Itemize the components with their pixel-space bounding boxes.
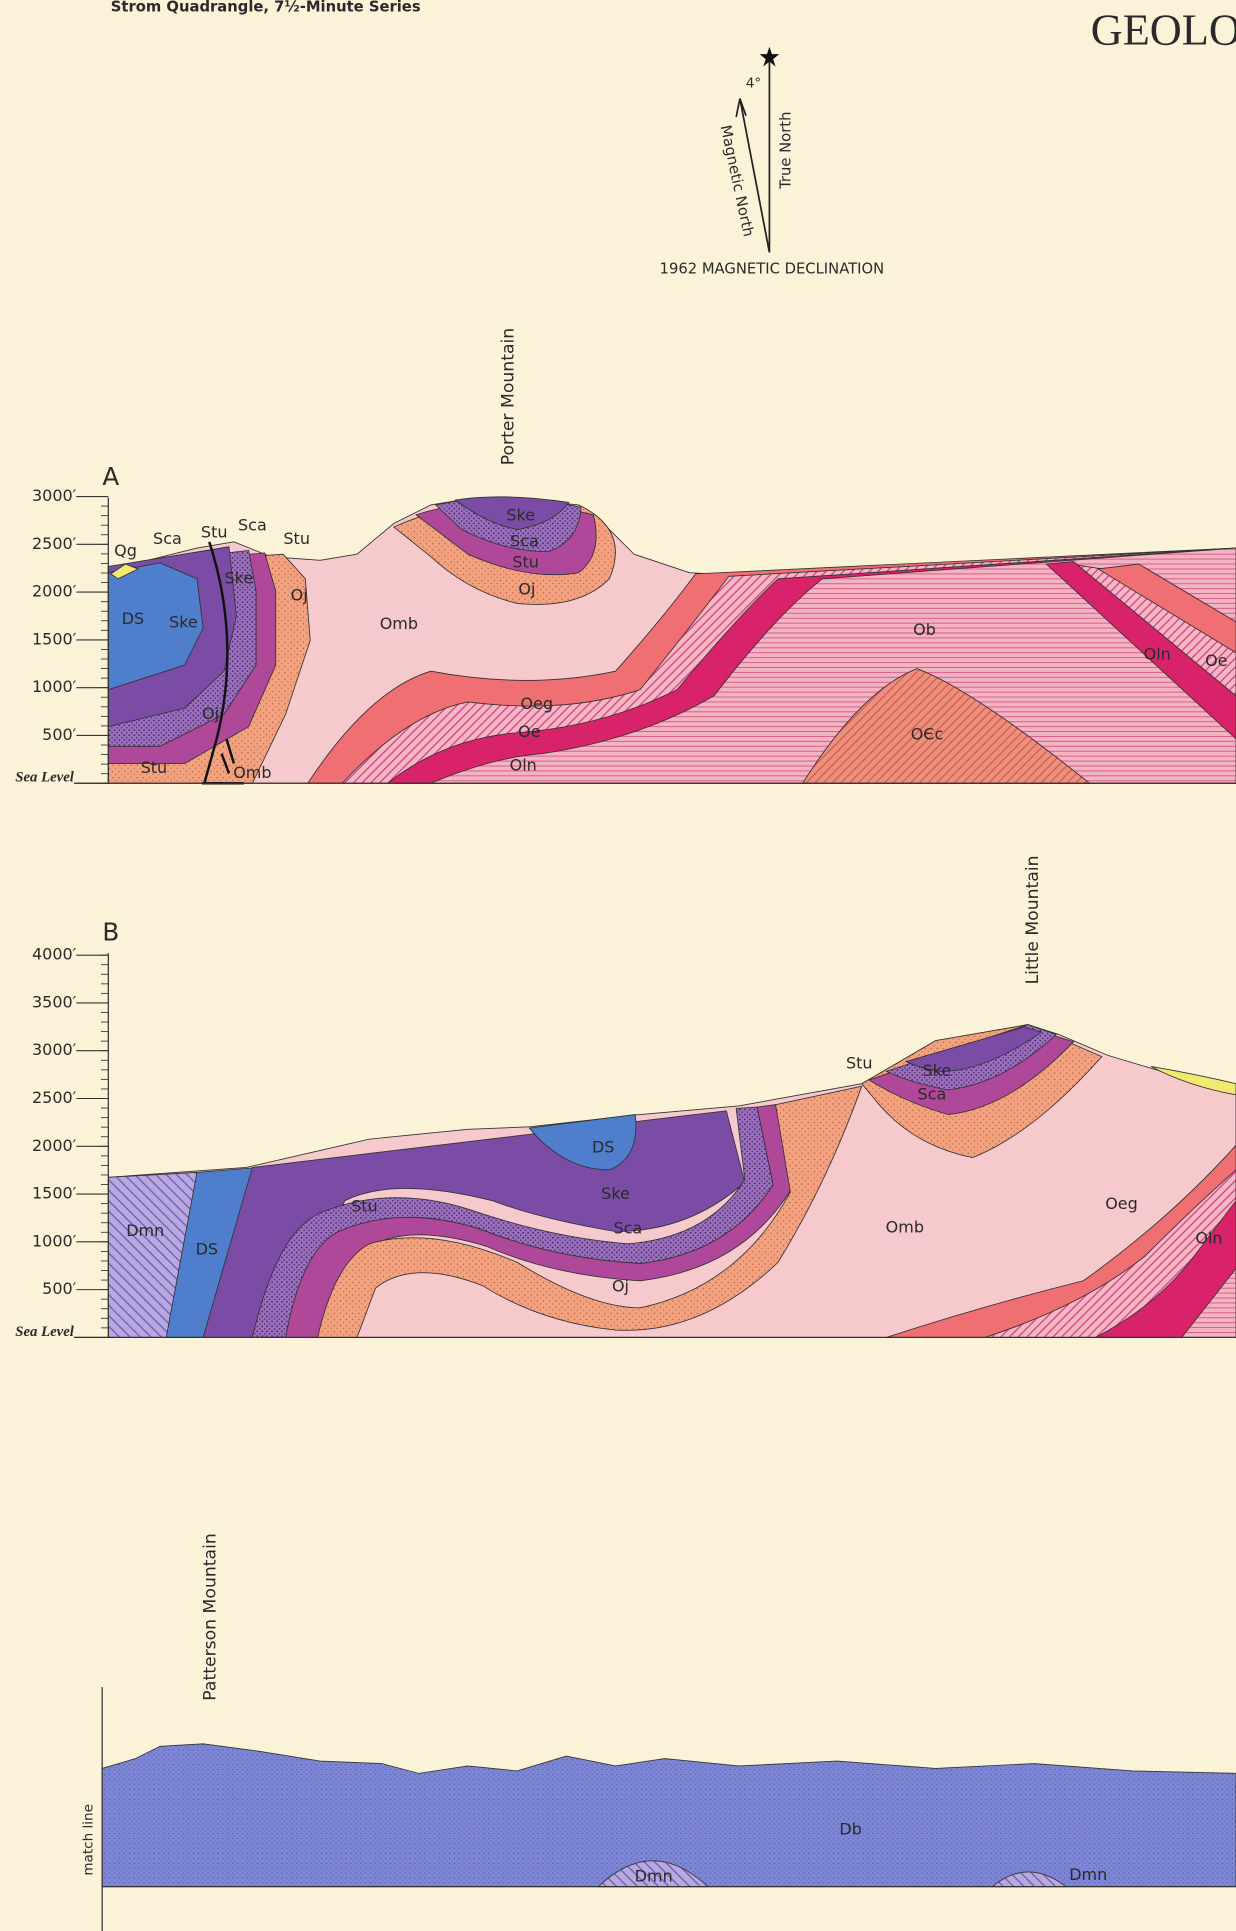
elevation-label: 2000′ (32, 582, 77, 601)
declination-angle: 4° (746, 76, 761, 92)
unit-label: DS (196, 1239, 218, 1258)
unit-label: Dmn (1069, 1865, 1107, 1884)
unit-label: Omb (233, 763, 271, 782)
unit-label: Stu (201, 523, 228, 542)
unit-label: Oj (202, 704, 219, 723)
unit-label: Ske (922, 1061, 951, 1080)
elevation-label: 3000′ (32, 486, 77, 505)
unit-label: Sca (918, 1084, 947, 1103)
unit-label: Oe (1205, 651, 1227, 670)
section-letter: A (102, 462, 119, 491)
section-letter: B (102, 917, 119, 946)
elevation-label: 2000′ (32, 1136, 77, 1155)
peak-label: Patterson Mountain (201, 1533, 221, 1700)
unit-label: Oj (518, 579, 535, 598)
unit-label: Ob (913, 620, 936, 639)
elevation-label: 1000′ (32, 1231, 77, 1250)
unit-label: Stu (351, 1196, 378, 1215)
unit-label: Ske (506, 505, 535, 524)
unit-label: Stu (846, 1054, 873, 1073)
unit-label: Omb (886, 1217, 924, 1236)
unit-label: Sca (613, 1219, 642, 1238)
unit-label: Oln (1195, 1228, 1222, 1247)
sea-level-label: Sea Level (15, 1324, 75, 1340)
unit-label: Oe (518, 722, 540, 741)
elevation-label: 1500′ (32, 1184, 77, 1203)
geology (74, 47, 1236, 1931)
unit-label: Sca (153, 529, 182, 548)
unit-label: Oln (1144, 645, 1171, 664)
peak-label: Little Mountain (1023, 855, 1043, 984)
page: {"header": {"series": "Strom Quadrangle,… (0, 0, 1236, 1931)
peak-label: Porter Mountain (498, 328, 518, 466)
elevation-label: 4000′ (32, 945, 77, 964)
unit-label: Stu (512, 552, 539, 571)
unit-label: Oj (612, 1276, 629, 1295)
sea-level-label: Sea Level (15, 770, 75, 786)
elevation-label: 1500′ (32, 629, 77, 648)
unit-label: Stu (283, 529, 310, 548)
elevation-label: 500′ (42, 725, 77, 744)
elevation-label: 1000′ (32, 677, 77, 696)
unit-label: Oeg (520, 694, 553, 713)
unit-label: Dmn (126, 1221, 164, 1240)
unit-label: Ske (601, 1184, 630, 1203)
true-north-label: True North (778, 112, 795, 190)
magnetic-north-label: Magnetic North (717, 124, 757, 239)
map-title: GEOLO (1091, 6, 1236, 55)
elevation-label: 3500′ (32, 992, 77, 1011)
elevation-label: 2500′ (32, 1088, 77, 1107)
unit-label: Db (839, 1820, 861, 1839)
unit-label: Qg (114, 541, 137, 560)
unit-label: DS (592, 1137, 614, 1156)
elevation-label: 3000′ (32, 1040, 77, 1059)
unit-label: Oln (510, 755, 537, 774)
unit-label: Sca (510, 531, 539, 550)
unit-label: Sca (238, 515, 267, 534)
match-line-label: match line (81, 1804, 97, 1876)
unit-label: DS (122, 609, 144, 628)
unit-label: Oeg (1105, 1194, 1138, 1213)
declination-caption: 1962 MAGNETIC DECLINATION (660, 261, 885, 278)
unit-label: OЄc (911, 725, 944, 744)
elevation-label: 500′ (42, 1279, 77, 1298)
unit-label: Ske (224, 568, 253, 587)
elevation-label: 2500′ (32, 534, 77, 553)
unit-label: Dmn (635, 1866, 673, 1885)
unit-label: Stu (141, 758, 168, 777)
unit-label: Omb (380, 614, 418, 633)
map-sheet: 3000′ 2500′ 2000′ 1500′ 1000′ 500′ Sea Level 40… (0, 0, 1236, 1931)
unit-label: Ske (169, 613, 198, 632)
unit-label: Oj (291, 586, 308, 605)
labels: 3000′ 2500′ 2000′ 1500′ 1000′ 500′ Sea Level 40… (15, 0, 1236, 1885)
series-label: Strom Quadrangle, 7½-Minute Series (111, 0, 421, 15)
